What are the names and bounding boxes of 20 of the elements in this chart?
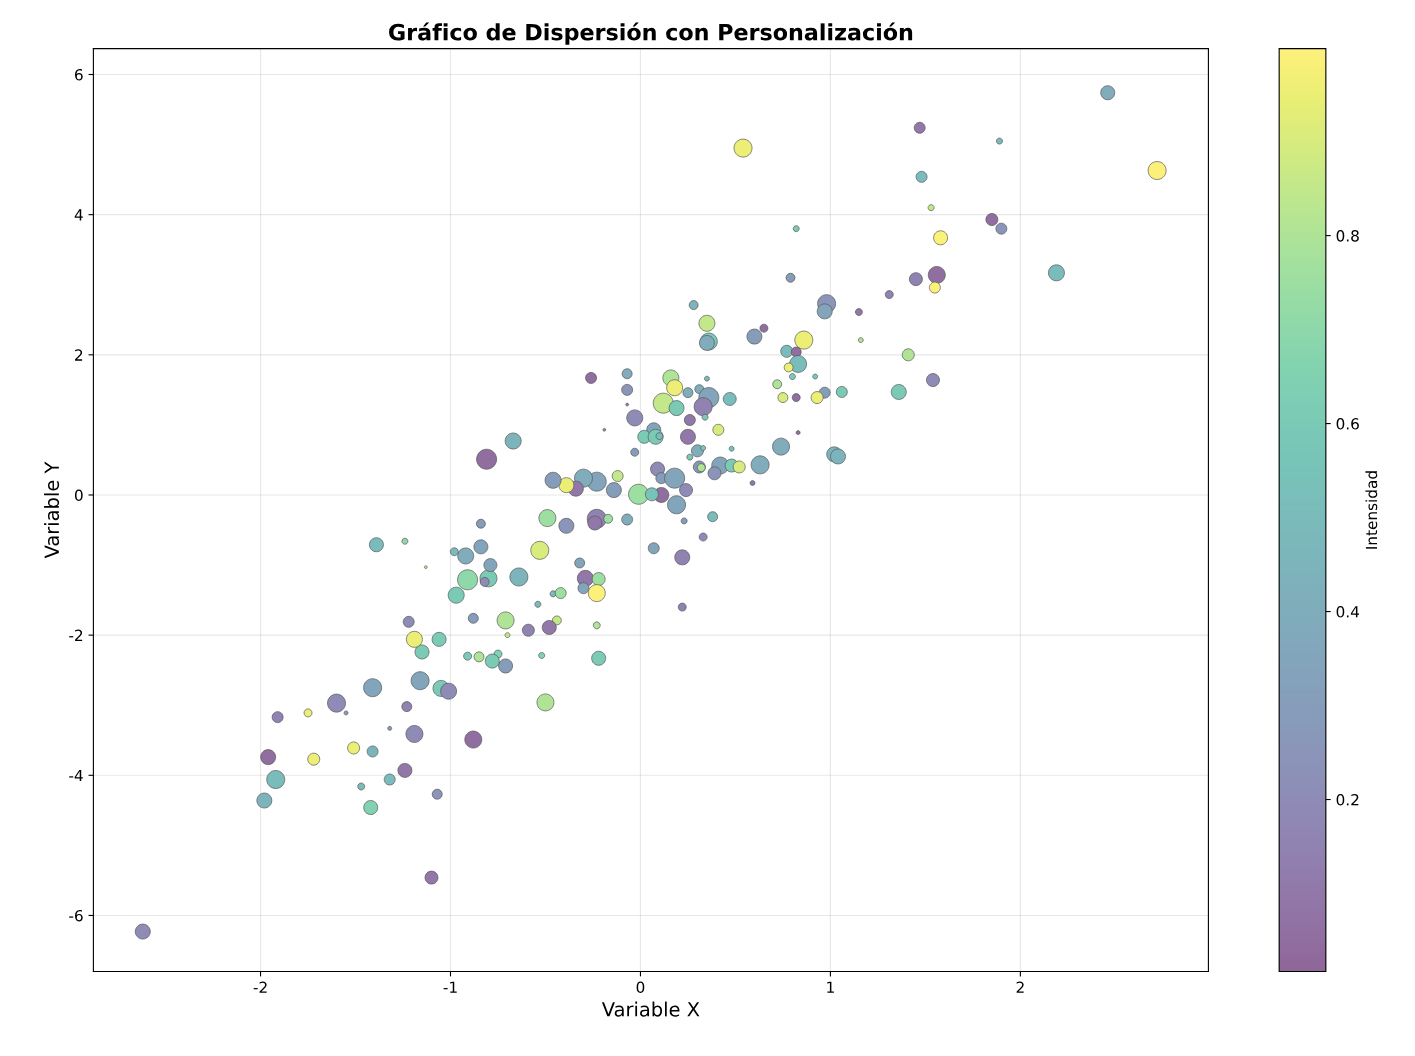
x-tick-label: 1 [827, 981, 834, 993]
y-tick-label: 4 [74, 209, 83, 221]
y-axis-title: Variable Y [44, 461, 60, 559]
x-tick-label: 0 [636, 981, 645, 994]
x-tick-label: 2 [1016, 981, 1024, 993]
color-bar-label: 0.2 [1336, 793, 1359, 806]
y-tick-label: -2 [69, 629, 83, 641]
x-tick-label: -1 [443, 981, 457, 993]
y-tick-label: -6 [69, 909, 83, 922]
y-tick-label: 6 [75, 68, 83, 81]
chart-title: Gráfico de Dispersión con Personalización [389, 22, 913, 45]
y-tick-label: 2 [75, 349, 83, 361]
x-tick-label: -2 [253, 981, 267, 993]
x-axis-title: Variable X [601, 1001, 700, 1017]
color-bar-label: 0.6 [1336, 418, 1359, 430]
color-bar-title: Intensidad [1365, 471, 1378, 549]
y-tick-label: -4 [69, 769, 83, 782]
color-bar-label: 0.4 [1336, 606, 1360, 618]
color-bar-label: 0.8 [1336, 230, 1359, 242]
y-tick-label: 0 [74, 489, 83, 501]
